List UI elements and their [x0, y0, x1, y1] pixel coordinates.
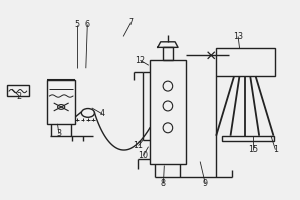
- Text: 7: 7: [128, 18, 133, 27]
- Bar: [7, 85, 29, 96]
- Text: 4: 4: [100, 109, 105, 118]
- Text: 8: 8: [161, 179, 166, 188]
- Text: 3: 3: [56, 129, 61, 138]
- Bar: [47, 80, 75, 124]
- Text: 9: 9: [203, 179, 208, 188]
- Bar: [222, 136, 274, 141]
- Text: 10: 10: [138, 151, 148, 160]
- Text: 11: 11: [134, 141, 144, 150]
- Bar: [163, 47, 173, 60]
- Bar: [216, 48, 275, 76]
- Text: 12: 12: [135, 56, 146, 65]
- Text: 2: 2: [16, 92, 22, 101]
- Text: 15: 15: [248, 145, 258, 154]
- Text: 1: 1: [273, 145, 278, 154]
- Bar: [150, 60, 186, 164]
- Text: 6: 6: [85, 20, 90, 29]
- Text: 5: 5: [74, 20, 80, 29]
- Text: 13: 13: [233, 32, 243, 41]
